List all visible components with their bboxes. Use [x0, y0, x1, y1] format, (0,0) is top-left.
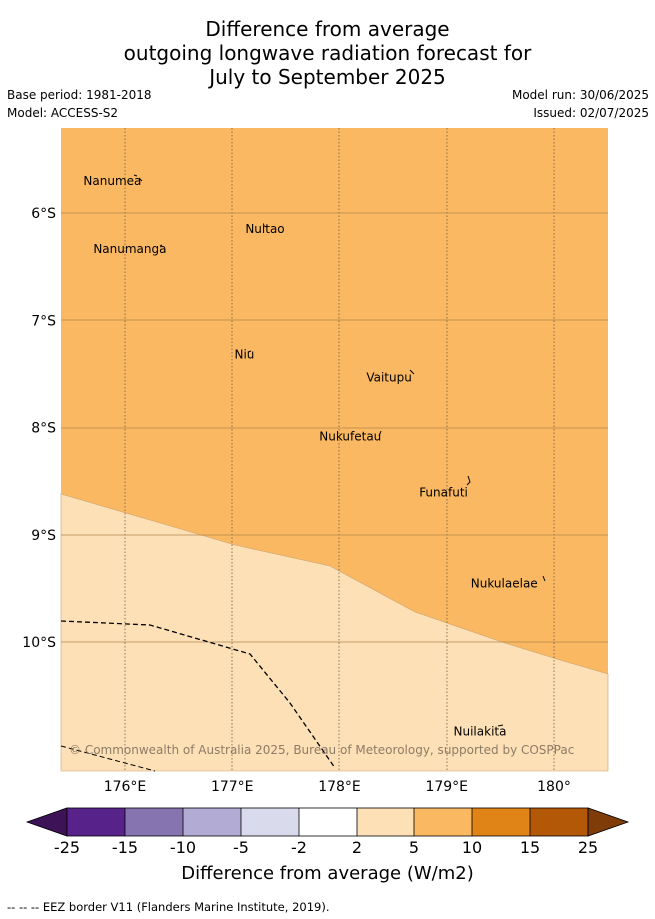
copyright-text: © Commonwealth of Australia 2025, Bureau…	[69, 743, 574, 757]
colorbar-segment	[530, 808, 588, 836]
colorbar-tick-label: 10	[461, 838, 483, 857]
colorbar-tick-label: 5	[408, 838, 420, 857]
lon-tick-label: 179°E	[425, 779, 468, 795]
lat-tick-label: 6°S	[31, 206, 56, 222]
island-label-nanumea: Nanumea	[83, 174, 141, 188]
colorbar-tick-label: -10	[169, 838, 197, 857]
issued-date: Issued: 02/07/2025	[533, 106, 649, 120]
lon-tick-label: 180°	[537, 779, 571, 795]
colorbar-tick-label: -15	[111, 838, 139, 857]
lat-tick-label: 9°S	[31, 528, 56, 544]
lon-gridlines	[124, 128, 555, 771]
colorbar-segment	[183, 808, 241, 836]
lat-tick-label: 8°S	[31, 421, 56, 437]
map-panel: Nanumea Nuitao Nanumanga Niu Vaitupu Nukufeta…	[60, 128, 609, 772]
island-label-nukulaelae: Nukulaelae	[471, 577, 538, 591]
colorbar-segment	[299, 808, 357, 836]
island-label-nuitao: Nuitao	[245, 222, 284, 236]
colorbar-tick-label: -25	[53, 838, 81, 857]
colorbar	[25, 807, 630, 837]
lat-gridlines	[61, 212, 608, 643]
colorbar-extension-high	[587, 807, 630, 837]
model-run: Model run: 30/06/2025	[511, 88, 649, 102]
lon-tick-label: 177°E	[211, 779, 254, 795]
colorbar-segment	[125, 808, 183, 836]
colorbar-segment	[241, 808, 299, 836]
colorbar-segment	[472, 808, 530, 836]
colorbar-tick-label: -2	[291, 838, 307, 857]
colorbar-tick-label: 25	[577, 838, 599, 857]
lon-tick-label: 178°E	[318, 779, 361, 795]
lat-tick-label: 7°S	[31, 313, 56, 329]
colorbar-segment	[414, 808, 472, 836]
zone-2-to-5	[60, 493, 609, 772]
island-label-vaitupu: Vaitupu	[366, 371, 412, 385]
base-period: Base period: 1981-2018	[7, 88, 152, 102]
colorbar-tick-label: 15	[519, 838, 541, 857]
eez-border-segment	[60, 745, 156, 772]
island-label-nanumanga: Nanumanga	[93, 242, 166, 256]
colorbar-segment	[357, 808, 414, 836]
chart-title-line-1: Difference from average	[205, 17, 450, 41]
lat-tick-label: 10°S	[22, 635, 56, 651]
eez-footnote: -- -- -- EEZ border V11 (Flanders Marine…	[7, 900, 330, 914]
chart-title-line-2: outgoing longwave radiation forecast for	[123, 41, 532, 65]
model-name: Model: ACCESS-S2	[7, 106, 119, 120]
chart-title-line-3: July to September 2025	[209, 65, 446, 89]
island-label-funafuti: Funafuti	[419, 485, 468, 499]
island-shapes	[133, 174, 546, 727]
island-label-niu: Niu	[234, 347, 254, 361]
island-label-nukufetau: Nukufetau	[319, 430, 381, 444]
colorbar-extension-low	[25, 807, 68, 837]
lon-tick-label: 176°E	[104, 779, 147, 795]
island-label-nuilakita: Nuilakita	[454, 725, 507, 739]
eez-border	[60, 620, 336, 769]
colorbar-frame	[66, 807, 589, 837]
colorbar-segment	[67, 808, 125, 836]
colorbar-tick-label: -5	[233, 838, 249, 857]
colorbar-tick-label: 2	[351, 838, 363, 857]
colorbar-title: Difference from average (W/m2)	[181, 863, 474, 884]
